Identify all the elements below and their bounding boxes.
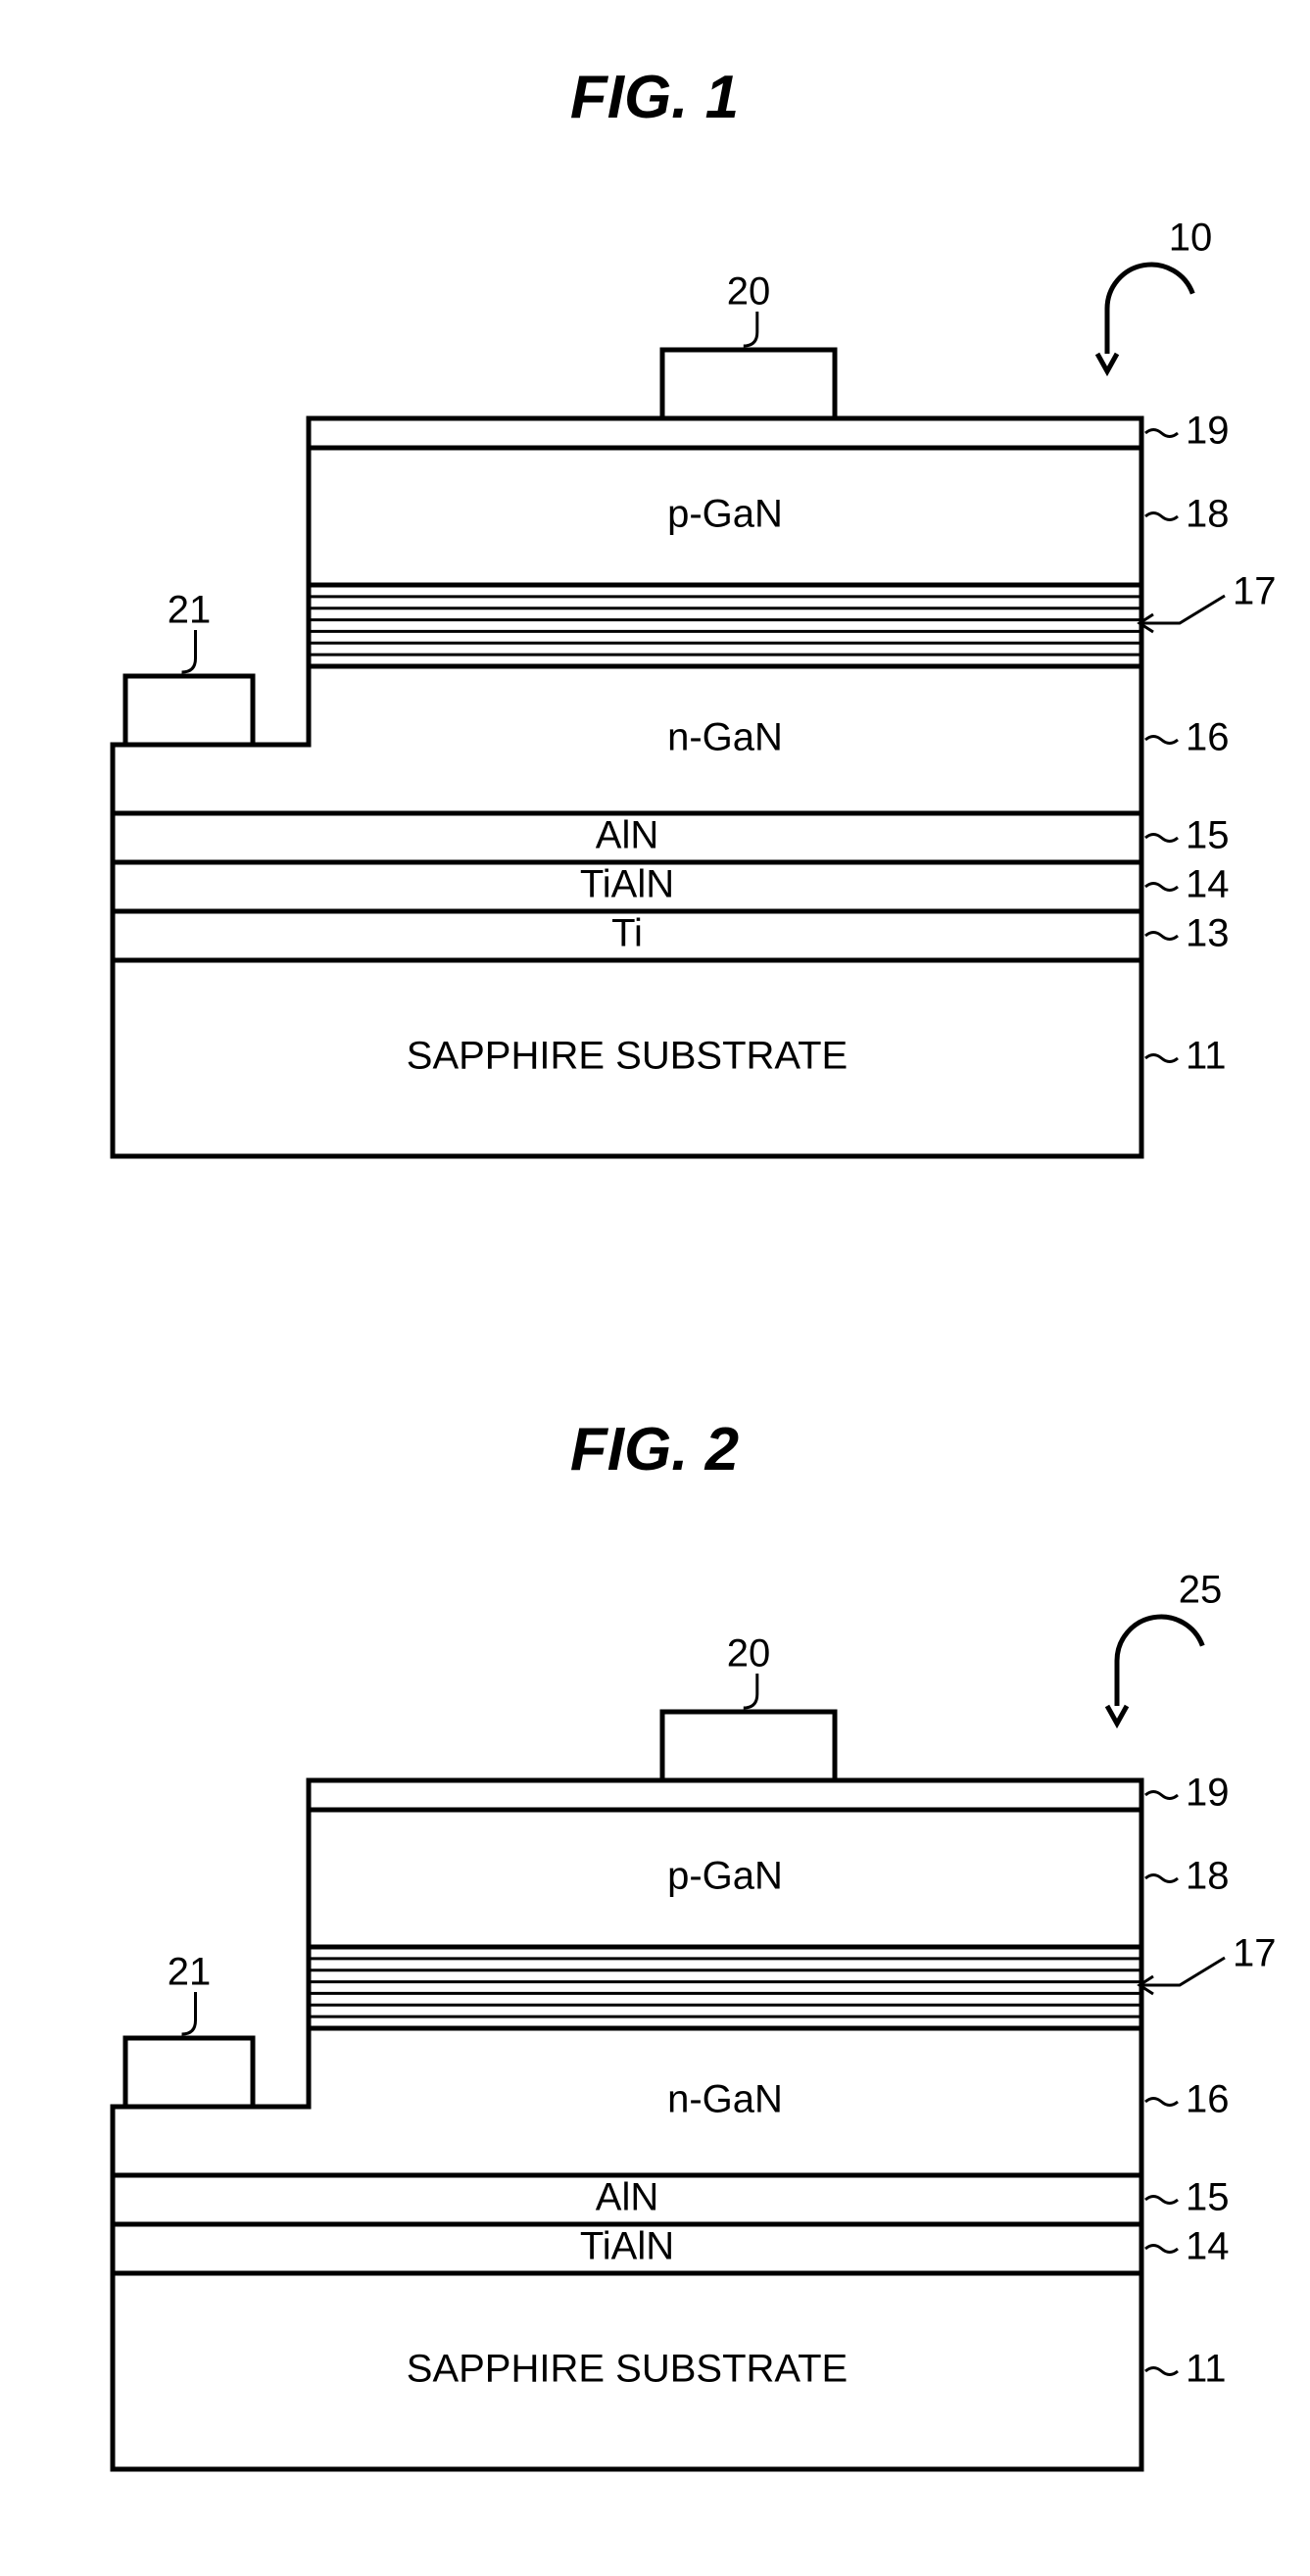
ref-18: 18 xyxy=(1186,1855,1230,1898)
leader-18 xyxy=(1145,513,1178,520)
figure-ref: 25 xyxy=(1179,1569,1223,1612)
electrode-20 xyxy=(662,1712,835,1780)
ref-19: 19 xyxy=(1186,1772,1230,1815)
layer-14-label: TiAlN xyxy=(580,863,674,906)
leader-11 xyxy=(1145,2368,1178,2375)
figure-title: FIG. 1 xyxy=(570,64,739,131)
layer-16-label: n-GaN xyxy=(667,716,783,759)
leader-21 xyxy=(182,1992,196,2034)
leader-20 xyxy=(744,1674,757,1708)
leader-19 xyxy=(1145,430,1178,437)
layer-15-label: AlN xyxy=(596,2176,658,2219)
layer-19 xyxy=(309,1780,1141,1810)
leader-18 xyxy=(1145,1875,1178,1882)
layer-18-label: p-GaN xyxy=(667,1855,783,1898)
layer-11-label: SAPPHIRE SUBSTRATE xyxy=(407,1035,848,1078)
ref-11: 11 xyxy=(1186,2348,1227,2391)
ref-13: 13 xyxy=(1186,912,1230,955)
leader-13 xyxy=(1145,933,1178,940)
layer-14-label: TiAlN xyxy=(580,2225,674,2268)
layer-15-label: AlN xyxy=(596,814,658,857)
ref-20: 20 xyxy=(727,270,771,314)
ref-20: 20 xyxy=(727,1632,771,1676)
leader-19 xyxy=(1145,1792,1178,1799)
ref-16: 16 xyxy=(1186,716,1230,759)
ref-21: 21 xyxy=(168,589,212,632)
layer-19 xyxy=(309,418,1141,448)
leader-11 xyxy=(1145,1055,1178,1062)
leader-16 xyxy=(1145,737,1178,744)
electrode-20 xyxy=(662,350,835,418)
figure-ref-arrow xyxy=(1107,1617,1202,1724)
leader-20 xyxy=(744,312,757,346)
leader-15 xyxy=(1145,835,1178,842)
layer-18-label: p-GaN xyxy=(667,493,783,536)
layer-16 xyxy=(113,2028,1141,2175)
leader-14 xyxy=(1145,884,1178,891)
ref-17: 17 xyxy=(1233,1932,1277,1975)
ref-17: 17 xyxy=(1233,570,1277,613)
layer-11-label: SAPPHIRE SUBSTRATE xyxy=(407,2348,848,2391)
ref-18: 18 xyxy=(1186,493,1230,536)
layer-13-label: Ti xyxy=(611,912,643,955)
ref-14: 14 xyxy=(1186,2225,1230,2268)
ref-21: 21 xyxy=(168,1951,212,1994)
leader-14 xyxy=(1145,2246,1178,2253)
ref-15: 15 xyxy=(1186,814,1230,857)
layer-16 xyxy=(113,666,1141,813)
electrode-21 xyxy=(125,676,253,745)
leader-17 xyxy=(1140,1958,1225,1985)
layer-16-label: n-GaN xyxy=(667,2078,783,2121)
ref-16: 16 xyxy=(1186,2078,1230,2121)
leader-16 xyxy=(1145,2099,1178,2106)
ref-14: 14 xyxy=(1186,863,1230,906)
figure-ref: 10 xyxy=(1169,217,1213,260)
figure-title: FIG. 2 xyxy=(570,1416,739,1483)
ref-15: 15 xyxy=(1186,2176,1230,2219)
figure-ref-arrow xyxy=(1097,265,1192,371)
leader-17 xyxy=(1140,596,1225,623)
leader-21 xyxy=(182,630,196,672)
electrode-21 xyxy=(125,2038,253,2107)
leader-15 xyxy=(1145,2197,1178,2204)
ref-19: 19 xyxy=(1186,410,1230,453)
ref-11: 11 xyxy=(1186,1035,1227,1078)
